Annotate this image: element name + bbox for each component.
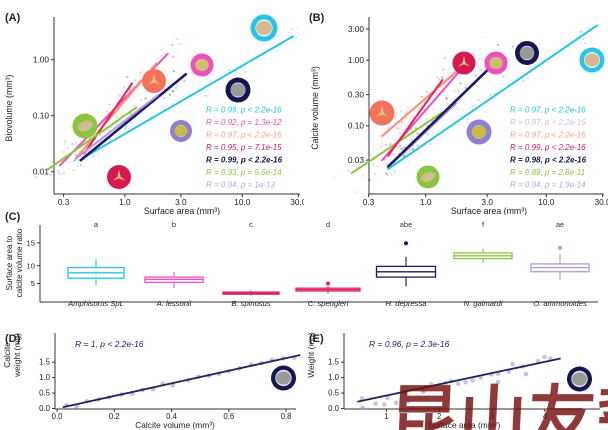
svg-text:B. spinosus: B. spinosus — [231, 299, 270, 308]
svg-text:1.0: 1.0 — [420, 197, 432, 207]
svg-text:0.5: 0.5 — [39, 389, 51, 398]
svg-text:R = 0.89, p = 2.8e-11: R = 0.89, p = 2.8e-11 — [510, 168, 585, 177]
svg-text:1.5: 1.5 — [39, 358, 51, 367]
svg-text:c: c — [249, 220, 253, 229]
svg-text:R = 0.94, p = 1.9e-14: R = 0.94, p = 1.9e-14 — [510, 181, 586, 190]
svg-text:0.6: 0.6 — [223, 412, 234, 421]
svg-text:Surface area (mm³): Surface area (mm³) — [144, 206, 220, 215]
svg-text:0.30: 0.30 — [348, 89, 365, 99]
svg-text:1.0: 1.0 — [119, 197, 131, 207]
svg-text:3.00: 3.00 — [348, 24, 365, 34]
svg-text:1: 1 — [384, 412, 388, 421]
svg-text:Surface area (mm³): Surface area (mm³) — [451, 206, 527, 215]
svg-text:0.10: 0.10 — [348, 121, 365, 131]
svg-text:Surface area to: Surface area to — [5, 235, 14, 290]
svg-text:0.2: 0.2 — [109, 412, 120, 421]
svg-text:1.00: 1.00 — [348, 55, 365, 65]
svg-text:R = 0.98, p < 2.2e-16: R = 0.98, p < 2.2e-16 — [510, 156, 587, 165]
svg-text:R = 0.92, p = 1.3e-12: R = 0.92, p = 1.3e-12 — [206, 118, 282, 127]
svg-text:15: 15 — [27, 239, 35, 248]
svg-text:0.0: 0.0 — [52, 412, 64, 421]
svg-text:R = 0.94, p = 1e-13: R = 0.94, p = 1e-13 — [206, 181, 275, 190]
svg-text:R = 0.97, p < 2.2e-16: R = 0.97, p < 2.2e-16 — [510, 131, 586, 140]
svg-text:1.5: 1.5 — [328, 358, 340, 367]
svg-text:abe: abe — [400, 220, 413, 229]
svg-text:30.0: 30.0 — [290, 197, 304, 207]
svg-text:R = 0.96, p = 2.3e-16: R = 0.96, p = 2.3e-16 — [369, 339, 450, 349]
svg-text:C. spengleri: C. spengleri — [308, 299, 349, 308]
svg-text:Calcite volume (mm³): Calcite volume (mm³) — [135, 420, 215, 430]
svg-text:R = 0.99, p < 2.2e-16: R = 0.99, p < 2.2e-16 — [206, 106, 282, 115]
svg-text:0.03: 0.03 — [348, 155, 365, 165]
svg-text:weight (mg): weight (mg) — [12, 333, 22, 378]
svg-text:ae: ae — [556, 220, 564, 229]
svg-text:Biovolume (mm³): Biovolume (mm³) — [4, 74, 14, 141]
svg-text:b: b — [172, 220, 176, 229]
svg-text:R = 0.93, p = 5.6e-14: R = 0.93, p = 5.6e-14 — [206, 168, 282, 177]
svg-text:calcite volume ratio: calcite volume ratio — [15, 228, 24, 297]
svg-text:10.0: 10.0 — [538, 197, 555, 207]
svg-text:0.5: 0.5 — [328, 389, 340, 398]
svg-text:O. ammonoides: O. ammonoides — [533, 299, 587, 308]
svg-text:f: f — [482, 220, 485, 229]
svg-text:10: 10 — [27, 261, 35, 270]
svg-text:1.0: 1.0 — [328, 373, 340, 382]
svg-text:R = 0.97, p < 2.2e-16: R = 0.97, p < 2.2e-16 — [206, 131, 282, 140]
svg-text:0.0: 0.0 — [39, 404, 51, 413]
svg-text:R = 0.97, p < 2.2e-16: R = 0.97, p < 2.2e-16 — [510, 106, 586, 115]
svg-text:1.0: 1.0 — [39, 373, 51, 382]
svg-text:R = 0.95, p = 7.1e-15: R = 0.95, p = 7.1e-15 — [206, 143, 282, 152]
svg-text:Calcite: Calcite — [2, 342, 12, 368]
svg-text:0.10: 0.10 — [33, 111, 50, 121]
svg-text:0.0: 0.0 — [328, 404, 340, 413]
svg-text:10.0: 10.0 — [234, 197, 251, 207]
svg-text:Calcite volume (mm³): Calcite volume (mm³) — [310, 66, 320, 150]
svg-text:d: d — [326, 220, 330, 229]
svg-text:R = 1, p < 2.2e-16: R = 1, p < 2.2e-16 — [75, 339, 144, 349]
svg-text:R = 0.99, p < 2.2e-16: R = 0.99, p < 2.2e-16 — [510, 143, 586, 152]
svg-text:0.8: 0.8 — [281, 412, 292, 421]
svg-text:0.3: 0.3 — [58, 197, 70, 207]
svg-text:N. gaimardi: N. gaimardi — [464, 299, 503, 308]
svg-text:H. depressa: H. depressa — [386, 299, 427, 308]
svg-text:R = 0.99, p < 2.2e-16: R = 0.99, p < 2.2e-16 — [206, 156, 283, 165]
svg-text:Weight (mg): Weight (mg) — [306, 332, 316, 378]
svg-text:0.3: 0.3 — [363, 197, 375, 207]
svg-text:R = 0.97, p < 2.2e-16: R = 0.97, p < 2.2e-16 — [510, 118, 586, 127]
svg-text:a: a — [94, 220, 99, 229]
svg-text:5: 5 — [31, 279, 35, 288]
svg-text:A. lessonii: A. lessonii — [156, 299, 192, 308]
svg-text:30.0: 30.0 — [595, 197, 608, 207]
svg-text:1.00: 1.00 — [33, 55, 50, 65]
svg-text:Amphisorus SpL: Amphisorus SpL — [67, 299, 124, 308]
